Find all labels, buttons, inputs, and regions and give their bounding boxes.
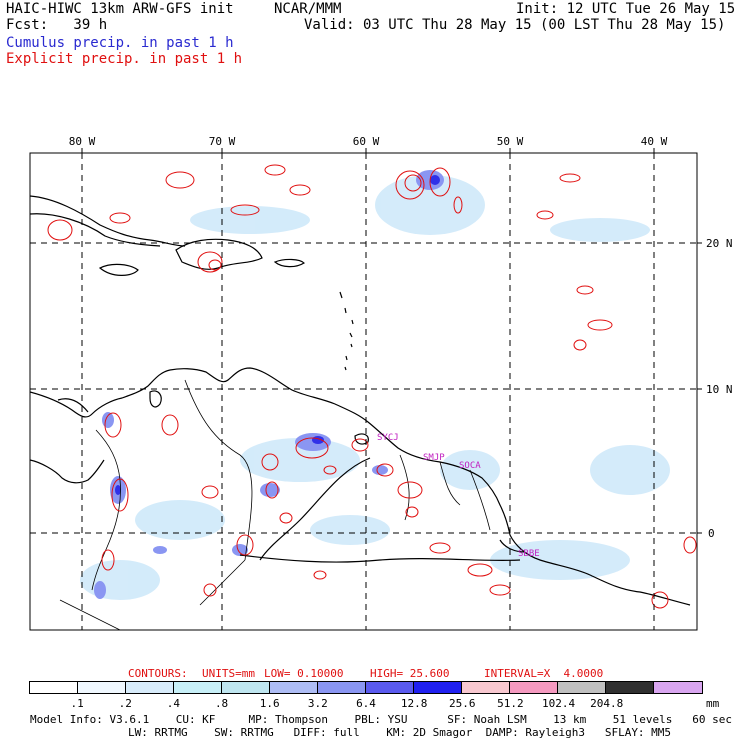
colorbar-unit: mm bbox=[706, 697, 720, 710]
center-label: NCAR/MMM bbox=[274, 1, 342, 17]
colorbar-tick-label: .8 bbox=[214, 697, 229, 710]
colorbar-cell bbox=[462, 682, 510, 693]
colorbar-tick-label: .4 bbox=[166, 697, 181, 710]
cumulus-legend: Cumulus precip. in past 1 h bbox=[6, 35, 234, 51]
colorbar-cell bbox=[78, 682, 126, 693]
colorbar bbox=[29, 681, 703, 694]
colorbar-tick-label: .2 bbox=[118, 697, 132, 710]
colorbar-cell bbox=[510, 682, 558, 693]
colorbar-tick-label: 6.4 bbox=[356, 697, 376, 710]
init-time: Init: 12 UTC Tue 26 May 15 bbox=[516, 1, 736, 17]
model-info-line2: LW: RRTMG SW: RRTMG DIFF: full KM: 2D Sm… bbox=[128, 726, 672, 739]
station-label: SYCJ bbox=[377, 433, 399, 443]
colorbar-cell bbox=[270, 682, 318, 693]
lon-label: 60 W bbox=[353, 135, 380, 148]
lon-label: 70 W bbox=[209, 135, 236, 148]
colorbar-tick-label: 3.2 bbox=[307, 697, 328, 710]
contours-label: CONTOURS: bbox=[128, 667, 188, 680]
colorbar-cell bbox=[126, 682, 174, 693]
cumulus-heavy bbox=[115, 175, 440, 495]
lat-label: 0 bbox=[708, 527, 715, 540]
colorbar-cell bbox=[222, 682, 270, 693]
colorbar-cell bbox=[318, 682, 366, 693]
colorbar-tick-label: 12.8 bbox=[400, 697, 428, 710]
explicit-precip-contours bbox=[47, 164, 697, 609]
colorbar-tick-label: 51.2 bbox=[497, 697, 524, 710]
colorbar-tick-label: 102.4 bbox=[542, 697, 576, 710]
colorbar-cell bbox=[366, 682, 414, 693]
station-label: SMJP bbox=[423, 453, 445, 463]
station-label: SOCA bbox=[459, 461, 481, 471]
colorbar-tick-label: 1.6 bbox=[259, 697, 280, 710]
colorbar-cell bbox=[30, 682, 78, 693]
valid-time: Valid: 03 UTC Thu 28 May 15 (00 LST Thu … bbox=[304, 17, 726, 33]
colorbar-cell bbox=[558, 682, 606, 693]
colorbar-tick-label: 204.8 bbox=[590, 697, 624, 710]
lon-label: 40 W bbox=[641, 135, 668, 148]
colorbar-cell bbox=[174, 682, 222, 693]
contours-interval: INTERVAL=X 4.0000 bbox=[484, 667, 604, 680]
frame-ticks bbox=[81, 148, 702, 534]
model-info-line1: Model Info: V3.6.1 CU: KF MP: Thompson P… bbox=[30, 713, 732, 726]
lon-label: 50 W bbox=[497, 135, 524, 148]
lat-label: 20 N bbox=[706, 237, 733, 250]
colorbar-tick-label: .1 bbox=[70, 697, 84, 710]
colorbar-cell bbox=[606, 682, 654, 693]
contours-high: HIGH= 25.600 bbox=[370, 667, 450, 680]
explicit-legend: Explicit precip. in past 1 h bbox=[6, 51, 243, 67]
contours-low: LOW= 0.10000 bbox=[264, 667, 344, 680]
contours-units: UNITS=mm bbox=[202, 667, 255, 680]
colorbar-tick-label: 25.6 bbox=[449, 697, 476, 710]
lat-label: 10 N bbox=[706, 383, 733, 396]
colorbar-cell bbox=[654, 682, 702, 693]
map-title: HAIC-HIWC 13km ARW-GFS init bbox=[6, 1, 234, 17]
station-label: SBBE bbox=[518, 549, 540, 559]
colorbar-cell bbox=[414, 682, 462, 693]
lon-label: 80 W bbox=[69, 135, 96, 148]
forecast-hour: Fcst: 39 h bbox=[6, 17, 108, 33]
lat-lon-grid bbox=[30, 153, 697, 630]
